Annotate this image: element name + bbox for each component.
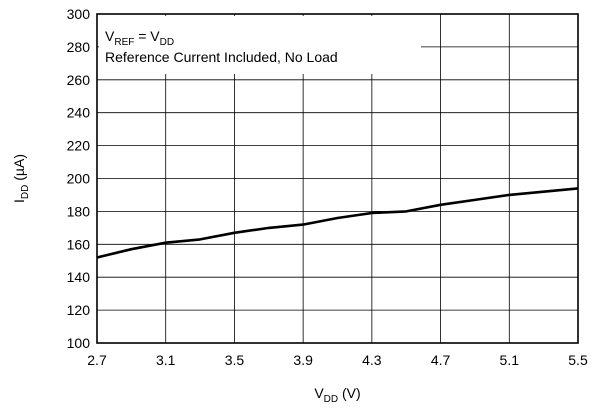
y-tick-label: 180	[67, 203, 91, 219]
series-lines	[96, 187, 579, 259]
plot-frame	[96, 13, 579, 344]
annotation-sub-ref: REF	[114, 37, 134, 48]
x-tick-label: 2.7	[87, 352, 107, 368]
y-tick-label: 260	[67, 72, 91, 88]
y-tick-label: 100	[67, 335, 91, 351]
y-tick-label: 300	[67, 6, 91, 22]
x-tick-label: 5.1	[500, 352, 520, 368]
x-tick-label: 5.5	[568, 352, 588, 368]
y-tick-label: 220	[67, 138, 91, 154]
x-tick-label: 4.7	[431, 352, 451, 368]
annotation-vref-line: VREF = VDD	[105, 28, 174, 48]
y-tick-label: 160	[67, 236, 91, 252]
annotation-box: VREF = VDD Reference Current Included, N…	[99, 16, 421, 74]
x-tick-label: 3.1	[156, 352, 176, 368]
series-line	[96, 187, 579, 259]
annotation-condition-line: Reference Current Included, No Load	[105, 49, 338, 65]
x-tick-label: 3.5	[225, 352, 245, 368]
y-tick-label: 120	[67, 302, 91, 318]
y-tick-label: 200	[67, 171, 91, 187]
y-axis-label: IDD (µA)	[11, 154, 31, 203]
y-tick-label: 280	[67, 39, 91, 55]
tick-labels: 2.7 3.1 3.5 3.9 4.3 4.7 5.1 5.5 100 120 140 160 180 2…	[67, 6, 588, 368]
x-tick-label: 3.9	[293, 352, 313, 368]
y-tick-label: 240	[67, 105, 91, 121]
x-tick-label: 4.3	[362, 352, 382, 368]
y-tick-label: 140	[67, 269, 91, 285]
x-axis-label: VDD (V)	[314, 385, 360, 405]
